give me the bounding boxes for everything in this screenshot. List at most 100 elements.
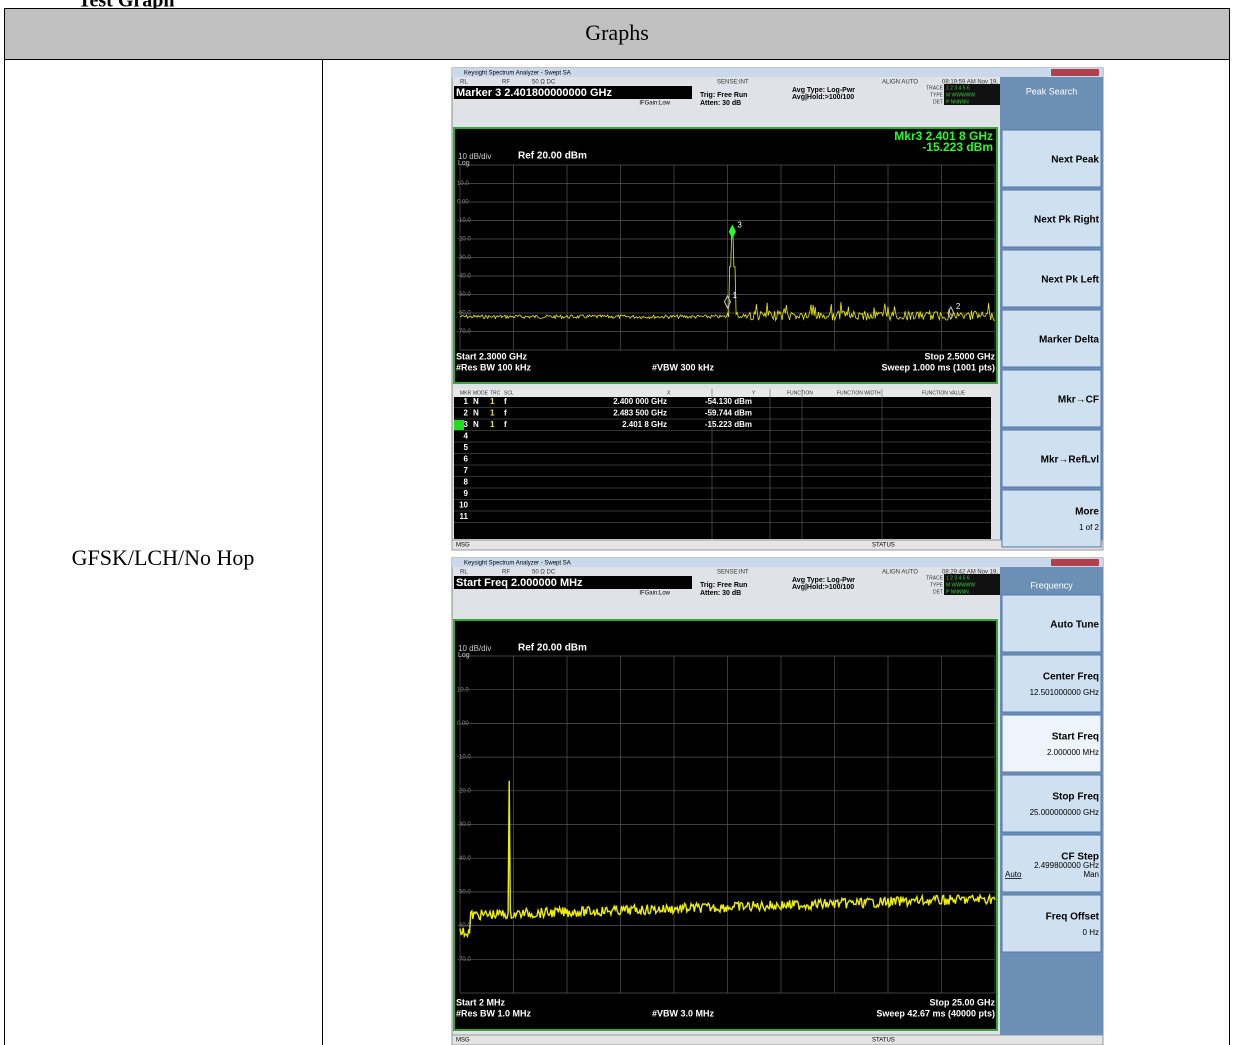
- graph-footer: #VBW 300 kHz: [652, 362, 715, 372]
- table-cell: N: [473, 409, 479, 418]
- table-head-bg: [454, 389, 991, 397]
- window-buttons: [1051, 559, 1099, 566]
- status-item: RF: [502, 570, 510, 576]
- y-label: -20.0: [457, 788, 471, 794]
- softkey-label: Freq Offset: [1046, 912, 1100, 923]
- softkey-value: 12.501000000 GHz: [1030, 688, 1099, 697]
- setting: Avg|Hold:>100/100: [792, 584, 854, 591]
- softkey[interactable]: [1002, 775, 1101, 832]
- status-item: RF: [502, 80, 510, 86]
- y-label: -30.0: [457, 255, 471, 261]
- trace-info: TRACE: [926, 85, 944, 91]
- trace-info: M WWWWW: [946, 92, 975, 98]
- y-label: -60.0: [457, 311, 471, 317]
- setting: IFGain:Low: [639, 101, 670, 107]
- table-cell: 2: [464, 409, 469, 418]
- table-cell: f: [504, 397, 507, 406]
- marker-label: 3: [737, 221, 742, 230]
- softkey-option: Man: [1083, 870, 1099, 879]
- status-label: STATUS: [872, 1038, 895, 1044]
- setting: Avg|Hold:>100/100: [792, 94, 854, 101]
- row-highlight: [454, 420, 464, 430]
- setting: PNO: Fast: [642, 94, 670, 100]
- table-cell: 11: [460, 512, 469, 521]
- graph-footer: #Res BW 1.0 MHz: [456, 1008, 532, 1018]
- trace-info: P NNNNN: [946, 99, 969, 105]
- softkey[interactable]: [1002, 490, 1101, 547]
- softkey-label: Start Freq: [1052, 732, 1099, 743]
- status-item: 50 Ω DC: [532, 570, 556, 576]
- table-cell: 4: [464, 432, 469, 441]
- softkey-value: 0 Hz: [1083, 928, 1099, 937]
- table-cell: 2.483 500 GHz: [613, 409, 667, 418]
- table-cell: 2.401 8 GHz: [622, 420, 667, 429]
- status-label: STATUS: [872, 543, 895, 549]
- row-label: GFSK/LCH/No Hop: [72, 545, 255, 570]
- y-label: -10.0: [457, 755, 471, 761]
- menu-title: Frequency: [1030, 580, 1073, 590]
- softkey-label: Marker Delta: [1039, 335, 1099, 346]
- trace-info: DET: [933, 99, 943, 105]
- softkey[interactable]: [1002, 715, 1101, 772]
- softkey-label: Mkr→CF: [1058, 395, 1099, 406]
- active-function: Start Freq 2.000000 MHz: [456, 577, 583, 589]
- window-title: Keysight Spectrum Analyzer - Swept SA: [464, 71, 571, 77]
- active-function: Marker 3 2.401800000000 GHz: [456, 87, 612, 99]
- table-cell: 7: [464, 466, 469, 475]
- table-cell: 9: [464, 489, 469, 498]
- status-item: ALIGN AUTO: [882, 80, 918, 86]
- setting: Trig: Free Run: [700, 582, 747, 589]
- marker-label: 1: [733, 291, 738, 300]
- status-bar: [452, 1035, 1103, 1045]
- y-label: 10.0: [457, 181, 469, 187]
- setting: PNO: Fast: [642, 584, 670, 590]
- softkey-label: Stop Freq: [1052, 792, 1099, 803]
- graph-footer: #VBW 3.0 MHz: [652, 1008, 715, 1018]
- table-column: FUNCTION VALUE: [922, 390, 966, 396]
- softkey[interactable]: [1002, 895, 1101, 952]
- softkey-label: Center Freq: [1043, 672, 1099, 683]
- status-item: SENSE:INT: [717, 570, 749, 576]
- table-cell: f: [504, 420, 507, 429]
- marker-readout: -15.223 dBm: [922, 140, 993, 154]
- setting: Avg Type: Log-Pwr: [792, 577, 855, 584]
- table-cell: 1: [490, 420, 495, 429]
- table-cell: 5: [464, 443, 469, 452]
- table-cell: 3: [464, 420, 469, 429]
- softkey[interactable]: [1002, 655, 1101, 712]
- graph-footer: Stop 25.00 GHz: [929, 997, 995, 1007]
- page: Test Graph Graphs GFSK/LCH/No Hop Keysig…: [0, 0, 1234, 1045]
- softkey-label: Next Pk Left: [1041, 275, 1099, 286]
- y-label: -30.0: [457, 822, 471, 828]
- softkey-value: 2.499800000 GHz: [1034, 861, 1099, 870]
- y-label: -70.0: [457, 329, 471, 335]
- y-label: 10.0: [457, 687, 469, 693]
- table-cell: 6: [464, 455, 469, 464]
- table-column: MODE: [473, 390, 489, 396]
- graph-footer: Sweep 42.67 ms (40000 pts): [876, 1008, 995, 1018]
- softkey-label: Next Peak: [1051, 155, 1099, 166]
- y-label: -40.0: [457, 274, 471, 280]
- softkey-value: 25.000000000 GHz: [1030, 808, 1099, 817]
- trace-info: TYPE: [930, 582, 944, 588]
- table-cell: N: [473, 420, 479, 429]
- ref-level: Ref 20.00 dBm: [518, 643, 587, 654]
- trace-info: 1 2 3 4 5 6: [946, 575, 970, 581]
- softkey-label: Next Pk Right: [1034, 215, 1100, 226]
- table-header: Graphs: [585, 20, 649, 45]
- trace-info: TRACE: [926, 575, 944, 581]
- y-label: -10.0: [457, 218, 471, 224]
- softkey-value: 1 of 2: [1079, 523, 1100, 532]
- status-item: RL: [460, 570, 468, 576]
- table-cell: 8: [464, 478, 469, 487]
- graph-footer: Start 2.3000 GHz: [456, 351, 528, 361]
- softkey-label: Auto Tune: [1050, 620, 1099, 631]
- softkey-label: Mkr→RefLvl: [1041, 455, 1100, 466]
- scale-type: Log: [458, 160, 470, 167]
- table-cell: 1: [490, 397, 495, 406]
- table-column: SCL: [504, 390, 514, 396]
- y-label: -70.0: [457, 957, 471, 963]
- document: Test Graph Graphs GFSK/LCH/No Hop Keysig…: [0, 0, 1234, 1045]
- graph-footer: Stop 2.5000 GHz: [924, 351, 995, 361]
- trace-info: 1 2 3 4 5 6: [946, 85, 970, 91]
